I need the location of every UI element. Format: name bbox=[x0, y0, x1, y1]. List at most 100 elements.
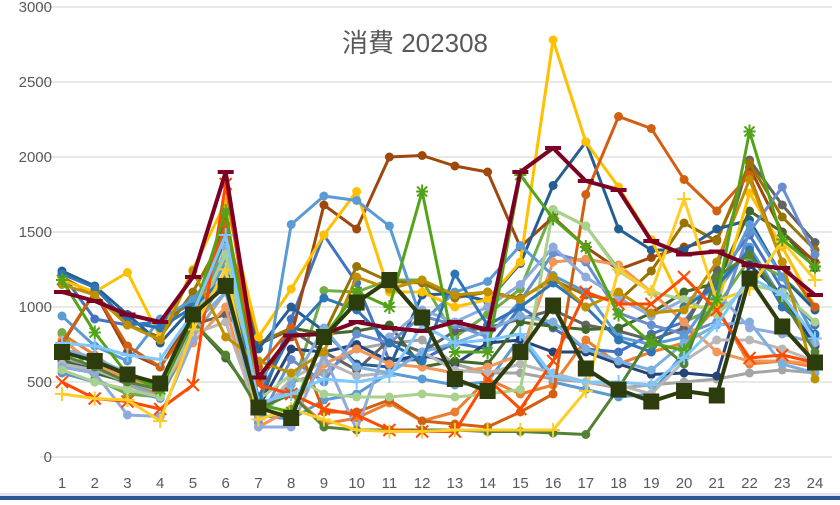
data-point bbox=[417, 287, 427, 297]
series-line bbox=[61, 197, 817, 433]
data-point bbox=[810, 250, 820, 259]
data-point bbox=[515, 257, 525, 267]
data-point bbox=[55, 387, 69, 401]
x-tick-label: 15 bbox=[512, 475, 529, 492]
data-point bbox=[349, 408, 364, 422]
data-point bbox=[646, 253, 656, 262]
data-point bbox=[57, 328, 67, 337]
data-point bbox=[777, 344, 787, 354]
data-point bbox=[352, 344, 362, 354]
data-point bbox=[646, 347, 656, 357]
y-tick-label: 2500 bbox=[19, 74, 52, 91]
data-point bbox=[316, 412, 331, 427]
data-point bbox=[679, 295, 689, 304]
data-point bbox=[155, 335, 165, 345]
window-bottom-bar bbox=[0, 496, 840, 500]
data-point bbox=[284, 387, 299, 401]
data-point bbox=[253, 332, 263, 342]
data-point bbox=[414, 309, 431, 326]
data-point bbox=[384, 221, 394, 231]
data-point bbox=[221, 317, 231, 327]
data-point bbox=[417, 356, 427, 366]
data-point bbox=[745, 368, 755, 378]
data-point bbox=[643, 393, 660, 410]
data-point bbox=[450, 302, 460, 312]
data-point bbox=[547, 211, 560, 226]
data-point bbox=[120, 393, 135, 407]
data-point bbox=[548, 389, 558, 399]
data-point bbox=[483, 368, 493, 378]
data-point bbox=[286, 284, 296, 294]
data-point bbox=[548, 205, 558, 214]
x-tick-label: 21 bbox=[708, 475, 725, 492]
y-tick-label: 1500 bbox=[19, 224, 52, 241]
data-point bbox=[513, 402, 528, 416]
data-point bbox=[546, 369, 561, 383]
data-point bbox=[513, 423, 528, 437]
data-point bbox=[417, 335, 427, 345]
data-point bbox=[253, 422, 263, 432]
data-point bbox=[710, 292, 723, 307]
data-point bbox=[745, 335, 755, 345]
data-point bbox=[352, 392, 362, 402]
data-point bbox=[483, 277, 493, 286]
y-axis-tick-labels: 0 500 1000 1500 2000 2500 3000 bbox=[19, 0, 52, 466]
data-point bbox=[188, 295, 198, 304]
data-point bbox=[286, 302, 296, 312]
data-point bbox=[450, 392, 460, 402]
data-point bbox=[546, 423, 561, 437]
data-point bbox=[614, 347, 624, 357]
data-point bbox=[381, 272, 398, 288]
data-point bbox=[479, 383, 496, 399]
data-point bbox=[250, 399, 267, 416]
data-point bbox=[417, 275, 427, 285]
data-point bbox=[384, 338, 394, 348]
y-tick-label: 1000 bbox=[19, 299, 52, 316]
data-point bbox=[352, 329, 362, 339]
data-point bbox=[808, 273, 822, 287]
x-tick-label: 6 bbox=[222, 475, 230, 492]
data-point bbox=[810, 317, 820, 327]
data-point bbox=[415, 424, 430, 439]
data-point bbox=[775, 288, 790, 302]
data-point bbox=[712, 347, 722, 357]
x-tick-label: 18 bbox=[610, 475, 627, 492]
data-point bbox=[546, 354, 560, 368]
data-point bbox=[319, 389, 329, 399]
data-point bbox=[221, 332, 231, 342]
data-point bbox=[446, 371, 463, 387]
data-point bbox=[120, 348, 135, 362]
data-point bbox=[122, 385, 132, 394]
data-point bbox=[317, 402, 331, 416]
data-point bbox=[581, 272, 591, 282]
data-point bbox=[679, 317, 689, 327]
data-point bbox=[86, 353, 103, 369]
data-point bbox=[90, 314, 100, 324]
data-point bbox=[677, 351, 692, 365]
data-point bbox=[611, 262, 626, 277]
x-tick-label: 12 bbox=[414, 475, 431, 492]
data-point bbox=[352, 196, 362, 205]
window-bottom-divider bbox=[0, 493, 840, 496]
data-point bbox=[416, 184, 429, 199]
data-point bbox=[581, 137, 591, 147]
data-point bbox=[712, 224, 722, 234]
data-point bbox=[483, 287, 493, 297]
data-point bbox=[712, 371, 722, 381]
data-point bbox=[745, 188, 755, 198]
data-point bbox=[810, 374, 820, 384]
data-point bbox=[319, 422, 329, 432]
data-point bbox=[286, 220, 296, 229]
data-point bbox=[348, 294, 365, 311]
data-point bbox=[481, 345, 494, 359]
data-point bbox=[646, 365, 656, 375]
data-point bbox=[349, 375, 364, 389]
data-point bbox=[515, 302, 525, 312]
data-point bbox=[417, 151, 427, 160]
data-point bbox=[90, 283, 100, 292]
x-tick-label: 10 bbox=[348, 475, 365, 492]
data-point bbox=[708, 387, 725, 404]
x-tick-label: 24 bbox=[807, 475, 824, 492]
data-point bbox=[810, 238, 820, 247]
